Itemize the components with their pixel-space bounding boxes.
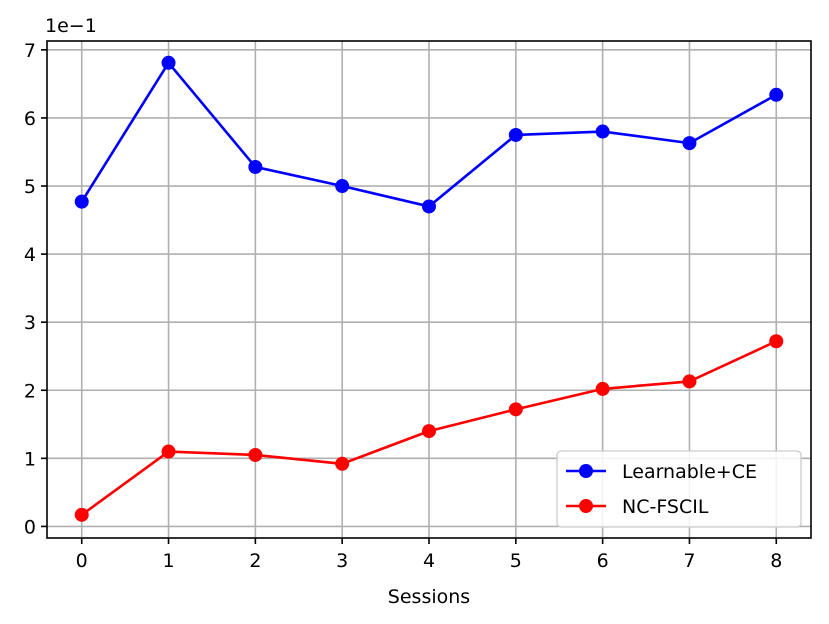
grid-layer [47,41,811,538]
x-axis-label: Sessions [388,586,470,608]
data-point [74,507,89,522]
legend-box [556,450,802,528]
y-tick-label: 0 [24,516,36,538]
data-point [248,447,263,462]
y-axis-offset-text: 1e−1 [45,15,97,37]
data-point [508,402,523,417]
x-tick-label: 8 [770,550,782,572]
x-tick-label: 3 [336,550,348,572]
y-axis: 0 1 2 3 4 5 6 7 [24,40,47,538]
x-tick-label: 4 [423,550,435,572]
data-point [335,456,350,471]
series-layer [74,55,784,522]
data-point [769,87,784,102]
legend-marker [579,464,593,478]
data-point [161,444,176,459]
legend: Learnable+CE NC-FSCIL [556,450,802,528]
data-point [595,124,610,139]
x-tick-label: 2 [249,550,261,572]
data-point [682,136,697,151]
data-point [161,55,176,70]
y-tick-label: 4 [24,244,36,266]
y-tick-label: 7 [24,40,36,62]
y-tick-label: 2 [24,380,36,402]
data-point [422,199,436,214]
y-tick-label: 3 [24,312,36,334]
data-point [769,334,784,349]
y-tick-label: 5 [24,176,36,198]
data-point [508,127,523,142]
y-tick-label: 6 [24,108,36,130]
x-tick-label: 7 [683,550,695,572]
data-point [595,381,610,396]
legend-marker [579,499,593,513]
x-axis: 0 1 2 3 4 5 6 7 8 [76,538,782,572]
legend-label: Learnable+CE [622,461,757,483]
data-point [74,194,89,209]
data-point [422,424,436,439]
y-tick-label: 1 [24,448,36,470]
x-tick-label: 1 [162,550,174,572]
data-point [682,374,697,389]
data-point [335,179,350,194]
data-point [248,159,263,174]
x-tick-label: 0 [76,550,88,572]
x-tick-label: 6 [597,550,609,572]
legend-label: NC-FSCIL [622,496,709,518]
x-tick-label: 5 [510,550,522,572]
